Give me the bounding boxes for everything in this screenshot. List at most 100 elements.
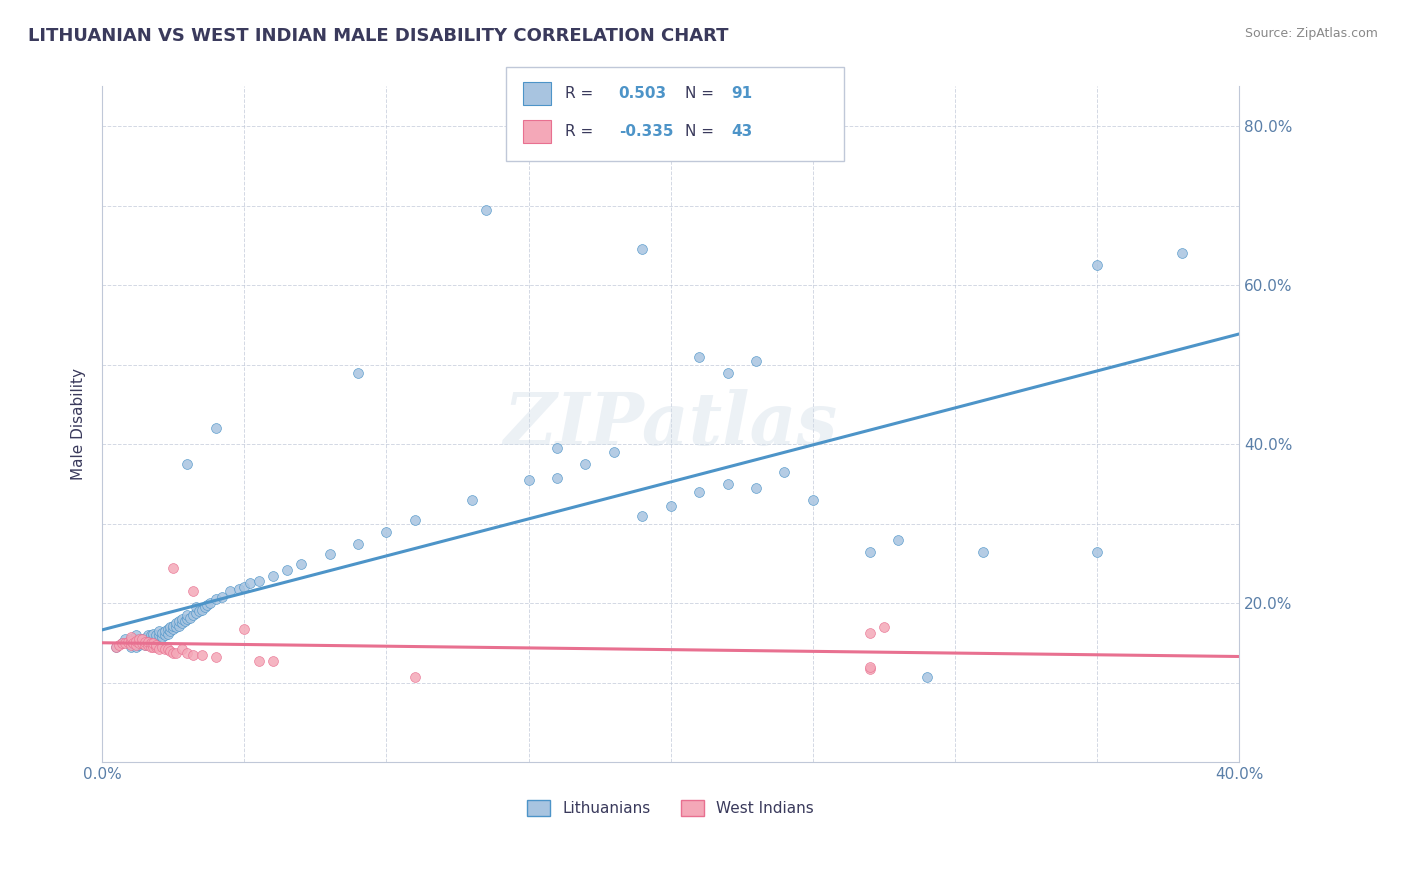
Point — [170, 642, 193, 657]
Point — [134, 634, 156, 648]
Point — [219, 584, 242, 599]
Point — [546, 442, 568, 456]
Point — [136, 636, 159, 650]
Point — [139, 640, 162, 654]
Point — [125, 633, 148, 648]
Point — [120, 632, 142, 647]
Point — [165, 616, 187, 631]
Point — [184, 606, 207, 620]
Point — [131, 636, 153, 650]
Point — [716, 477, 738, 491]
Point — [247, 574, 270, 588]
Point — [150, 625, 173, 640]
Point — [745, 353, 768, 368]
Point — [117, 634, 139, 648]
Point — [136, 632, 159, 647]
Point — [187, 604, 209, 618]
Point — [139, 636, 162, 650]
Point — [915, 669, 938, 683]
Point — [631, 243, 654, 257]
Point — [972, 544, 994, 558]
Text: LITHUANIAN VS WEST INDIAN MALE DISABILITY CORRELATION CHART: LITHUANIAN VS WEST INDIAN MALE DISABILIT… — [28, 27, 728, 45]
Point — [145, 638, 167, 652]
Point — [631, 508, 654, 523]
Point — [716, 366, 738, 380]
Point — [375, 524, 398, 539]
Point — [142, 640, 165, 654]
Point — [179, 610, 201, 624]
Point — [170, 612, 193, 626]
Point — [148, 641, 170, 656]
Point — [153, 628, 176, 642]
Point — [125, 638, 148, 652]
Point — [145, 640, 167, 654]
Point — [262, 568, 284, 582]
Point — [148, 628, 170, 642]
Point — [181, 648, 204, 662]
Point — [134, 631, 156, 645]
Point — [162, 618, 184, 632]
Point — [873, 620, 896, 634]
Point — [200, 596, 222, 610]
Point — [276, 563, 298, 577]
Point — [131, 632, 153, 647]
Point — [153, 641, 176, 656]
Point — [859, 662, 882, 676]
Point — [228, 582, 250, 596]
Point — [120, 638, 142, 652]
Point — [659, 500, 682, 514]
Point — [122, 636, 145, 650]
Point — [150, 630, 173, 644]
Point — [193, 600, 215, 615]
Point — [801, 492, 824, 507]
Point — [120, 633, 142, 648]
Text: 91: 91 — [731, 87, 752, 101]
Point — [134, 638, 156, 652]
Point — [145, 628, 167, 642]
Point — [128, 636, 150, 650]
Point — [859, 660, 882, 674]
Point — [517, 473, 540, 487]
Point — [170, 616, 193, 631]
Text: R =: R = — [565, 124, 599, 138]
Point — [153, 624, 176, 639]
Point — [887, 533, 910, 547]
Point — [184, 600, 207, 615]
Point — [347, 537, 370, 551]
Point — [1171, 246, 1194, 260]
Text: Source: ZipAtlas.com: Source: ZipAtlas.com — [1244, 27, 1378, 40]
Point — [574, 457, 596, 471]
Point — [176, 457, 198, 471]
Point — [176, 646, 198, 660]
Point — [176, 612, 198, 626]
Point — [128, 632, 150, 647]
Point — [165, 646, 187, 660]
Point — [125, 640, 148, 654]
Point — [131, 636, 153, 650]
Point — [1085, 544, 1108, 558]
Y-axis label: Male Disability: Male Disability — [72, 368, 86, 481]
Point — [156, 642, 179, 657]
Point — [125, 632, 148, 647]
Point — [475, 202, 498, 217]
Point — [159, 620, 181, 634]
Point — [347, 366, 370, 380]
Point — [205, 592, 228, 607]
Point — [125, 628, 148, 642]
Point — [745, 481, 768, 495]
Point — [134, 638, 156, 652]
Point — [142, 634, 165, 648]
Point — [290, 557, 312, 571]
Point — [197, 598, 219, 612]
Point — [150, 640, 173, 654]
Point — [108, 638, 131, 652]
Point — [142, 636, 165, 650]
Point — [111, 636, 134, 650]
Point — [167, 618, 190, 632]
Text: -0.335: -0.335 — [619, 124, 673, 138]
Point — [233, 581, 256, 595]
Point — [120, 630, 142, 644]
Point — [205, 421, 228, 435]
Point — [162, 646, 184, 660]
Text: R =: R = — [565, 87, 599, 101]
